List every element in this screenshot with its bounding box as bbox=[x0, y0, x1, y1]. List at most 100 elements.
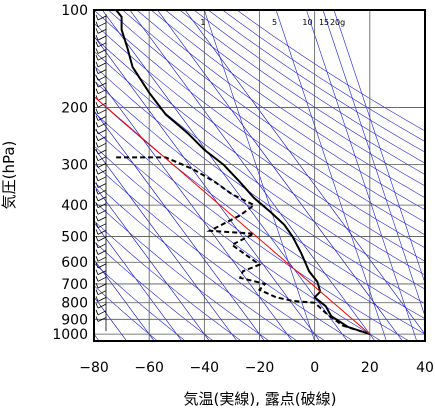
isotherm-line bbox=[94, 184, 210, 341]
wind-barb-flag bbox=[95, 101, 99, 108]
dry-adiabat-line bbox=[108, 10, 425, 236]
wind-barb bbox=[97, 69, 107, 74]
data-series bbox=[94, 10, 371, 336]
wind-barb bbox=[97, 29, 107, 34]
wind-barb bbox=[97, 89, 107, 95]
wind-barb-flag bbox=[95, 262, 99, 269]
x-tick-label: −80 bbox=[79, 360, 109, 376]
wind-barb bbox=[97, 189, 107, 195]
wind-barb-flag bbox=[95, 202, 99, 208]
dry-adiabat-line bbox=[208, 10, 425, 153]
wind-barb bbox=[97, 15, 107, 21]
wind-barb-flag bbox=[95, 222, 99, 228]
x-tick-label: 20 bbox=[361, 360, 379, 376]
x-tick-labels: −80 −60 −40 −20 0 20 40 bbox=[79, 360, 434, 376]
wind-barb-flag bbox=[95, 34, 99, 41]
mixing-ratio-label: 20g bbox=[330, 18, 345, 27]
wind-barb-flag bbox=[95, 309, 99, 315]
dry-adiabat-line bbox=[94, 200, 270, 341]
mixing-ratio-line bbox=[333, 10, 425, 285]
wind-barb-flag bbox=[95, 175, 99, 181]
isotherm-line bbox=[94, 221, 183, 341]
y-axis-title: 気圧(hPa) bbox=[0, 141, 18, 210]
wind-barb-flag bbox=[95, 302, 99, 309]
wind-barb bbox=[97, 163, 107, 168]
wind-barb bbox=[97, 22, 107, 28]
isotherm-line bbox=[94, 72, 293, 341]
wind-barb-flag bbox=[95, 135, 99, 141]
wind-barb-flag bbox=[95, 282, 99, 289]
isotherm-line bbox=[184, 10, 425, 335]
wind-barb-flag bbox=[95, 296, 99, 302]
wind-barb-flag bbox=[95, 215, 99, 222]
wind-barb bbox=[97, 109, 107, 115]
dry-adiabat-lines bbox=[94, 10, 425, 341]
temperature-line bbox=[115, 10, 371, 336]
wind-barb bbox=[97, 122, 107, 128]
wind-barb bbox=[97, 149, 107, 155]
wind-barb-flag bbox=[95, 189, 99, 195]
wind-barb-flag bbox=[95, 28, 99, 34]
wind-barb bbox=[97, 223, 107, 229]
x-tick-label: −40 bbox=[190, 360, 220, 376]
dry-adiabat-line bbox=[94, 36, 425, 276]
isotherm-line bbox=[129, 10, 376, 341]
dry-adiabat-line bbox=[94, 50, 425, 290]
dry-adiabat-line bbox=[179, 10, 425, 175]
parcel-line bbox=[94, 96, 371, 335]
dry-adiabat-line bbox=[94, 95, 425, 335]
plot-frame bbox=[93, 9, 426, 342]
dry-adiabat-line bbox=[94, 181, 298, 341]
dry-adiabat-line bbox=[94, 65, 425, 305]
mixing-ratio-line bbox=[275, 10, 387, 341]
wind-barb bbox=[97, 263, 107, 269]
y-tick-label: 400 bbox=[61, 198, 88, 214]
wind-barb bbox=[97, 256, 107, 262]
y-tick-label: 900 bbox=[61, 312, 88, 328]
y-tick-label: 500 bbox=[61, 230, 88, 246]
wind-barb-flag bbox=[95, 195, 99, 202]
isotherm-line bbox=[94, 147, 238, 341]
wind-barb-flag bbox=[95, 48, 99, 54]
mixing-ratio-line bbox=[306, 10, 418, 341]
wind-barb-flag bbox=[95, 142, 99, 148]
dry-adiabat-line bbox=[94, 285, 158, 341]
y-tick-label: 300 bbox=[61, 158, 88, 174]
wind-barb-flag bbox=[95, 115, 99, 121]
wind-barb bbox=[97, 156, 107, 162]
wind-barb-flag bbox=[95, 128, 99, 135]
wind-barbs bbox=[95, 14, 107, 331]
wind-barb bbox=[97, 82, 107, 88]
wind-barb bbox=[97, 96, 107, 101]
y-tick-label: 1000 bbox=[52, 327, 88, 343]
dry-adiabat-line bbox=[94, 80, 425, 319]
wind-barb-flag bbox=[95, 55, 99, 61]
dry-adiabat-line bbox=[94, 220, 242, 341]
x-tick-label: 0 bbox=[310, 360, 319, 376]
wind-barb-flag bbox=[95, 68, 99, 74]
wind-barb-flag bbox=[95, 182, 99, 188]
x-tick-label: −60 bbox=[134, 360, 164, 376]
mixing-ratio-label: 10 bbox=[302, 18, 312, 27]
wind-barb-flag bbox=[95, 289, 99, 295]
wind-barb bbox=[97, 230, 107, 235]
wind-barb bbox=[97, 55, 107, 61]
dry-adiabat-line bbox=[94, 111, 410, 341]
isotherm-line bbox=[94, 259, 155, 341]
wind-barb-flag bbox=[95, 88, 99, 94]
wind-barb bbox=[97, 303, 107, 309]
x-axis-title: 気温(実線), 露点(破線) bbox=[184, 390, 337, 408]
wind-barb-flag bbox=[95, 155, 99, 161]
wind-barb bbox=[97, 283, 107, 289]
wind-barb bbox=[97, 136, 107, 141]
wind-barb bbox=[97, 317, 107, 322]
wind-barb-flag bbox=[95, 235, 99, 242]
wind-barb bbox=[97, 250, 107, 255]
mixing-ratio-labels: 1 5 10 15 20g bbox=[200, 18, 345, 27]
wind-barb-flag bbox=[95, 81, 99, 88]
dry-adiabat-line bbox=[94, 10, 425, 249]
wind-barb bbox=[97, 290, 107, 296]
wind-barb bbox=[97, 183, 107, 188]
